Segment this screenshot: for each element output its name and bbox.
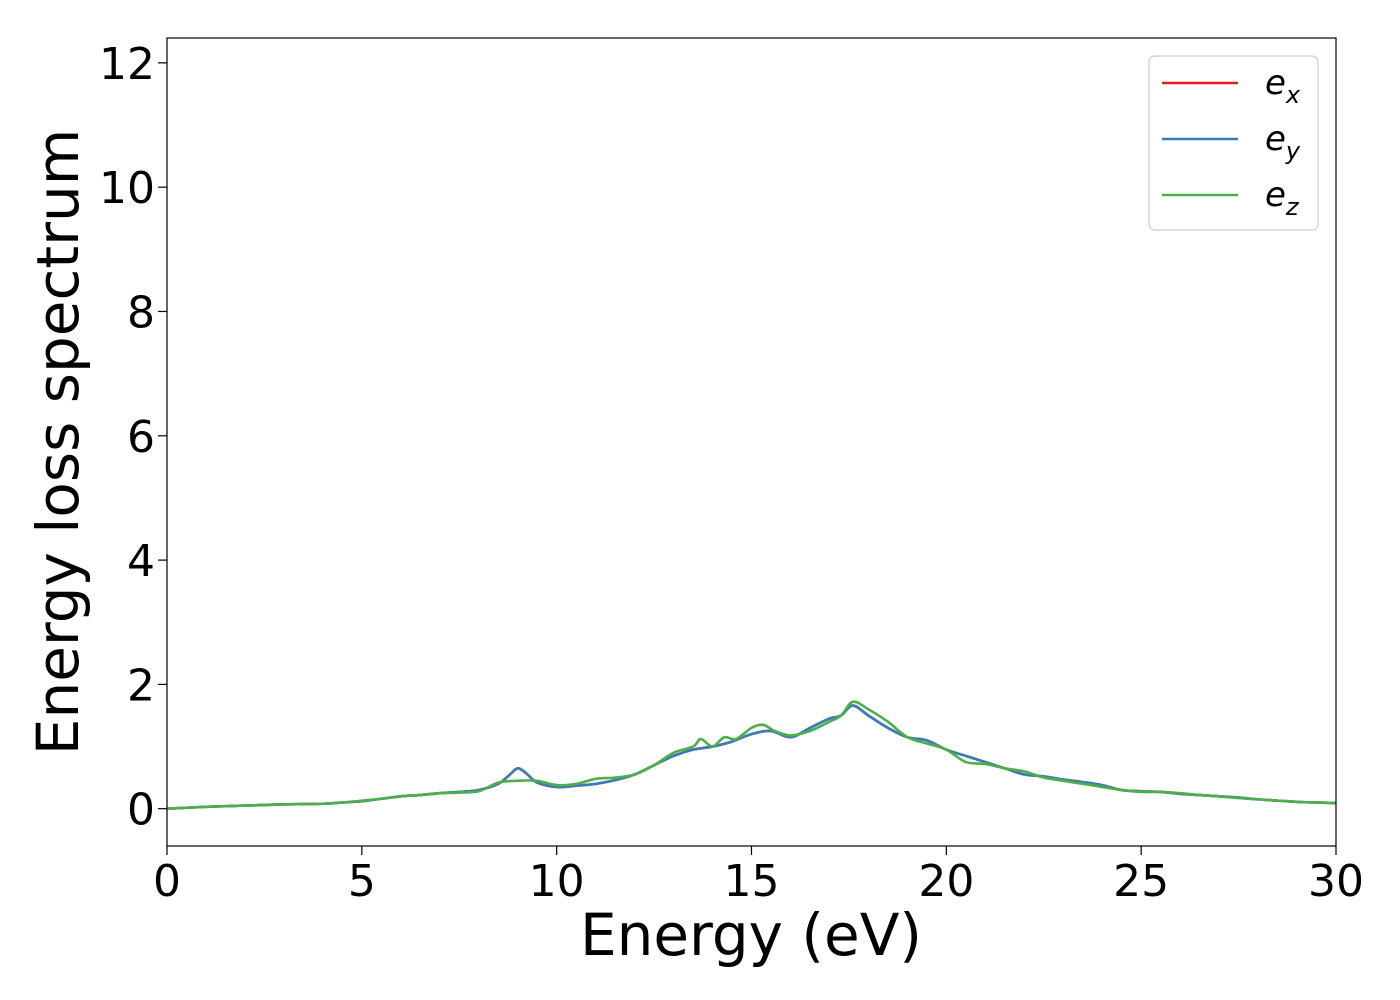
y-tick-label: 2	[127, 660, 155, 711]
legend: ex ey ez	[1148, 55, 1319, 231]
legend-label-x: ex	[1265, 63, 1301, 109]
legend-box	[1148, 55, 1319, 231]
y-axis-title: Energy loss spectrum	[24, 129, 92, 755]
legend-label-y: ey	[1265, 119, 1301, 165]
x-tick-label: 15	[724, 856, 780, 907]
x-tick-label: 5	[348, 856, 376, 907]
x-tick-label: 10	[529, 856, 585, 907]
x-axis: 0 5 10 15 20 25 30	[153, 846, 1364, 907]
y-tick-label: 4	[127, 536, 155, 587]
y-tick-label: 12	[99, 39, 155, 90]
y-tick-label: 6	[127, 412, 155, 463]
x-tick-label: 30	[1308, 856, 1364, 907]
x-tick-label: 20	[918, 856, 974, 907]
y-tick-label: 10	[99, 163, 155, 214]
series-line-z	[166, 700, 1337, 811]
y-tick-label: 0	[127, 785, 155, 836]
x-tick-label: 0	[153, 856, 181, 907]
y-axis: 0 2 4 6 8 10 12	[99, 39, 167, 836]
x-tick-label: 25	[1113, 856, 1169, 907]
series-lines	[166, 700, 1337, 811]
legend-label-z: ez	[1265, 175, 1300, 221]
x-axis-title: Energy (eV)	[580, 901, 922, 969]
y-tick-label: 8	[127, 287, 155, 338]
